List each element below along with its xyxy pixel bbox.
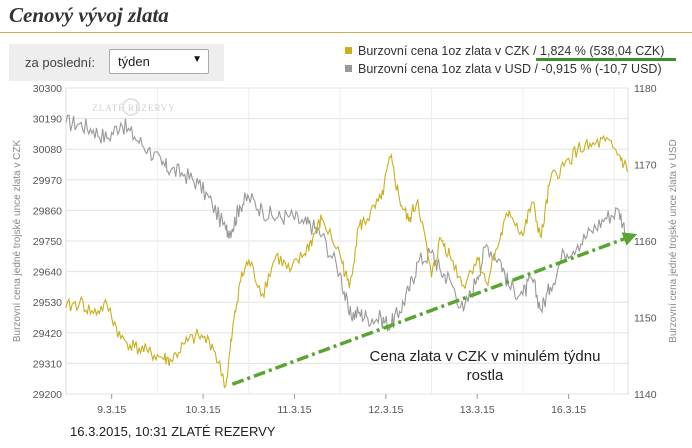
y-tick-left-7: 29530 [33,297,62,309]
legend-label-czk: Burzovní cena 1oz zlata v CZK [358,44,530,58]
period-select[interactable]: týden ▼ [109,49,209,74]
annotation-text-line2: rostla [467,367,504,384]
title-divider [0,32,692,33]
y-tick-left-6: 29640 [33,267,62,279]
watermark: ZLATÉ REZERVY [92,98,176,116]
legend-swatch-czk [345,47,352,54]
y-tick-left-1: 30190 [33,114,62,126]
x-tick-label-4: 13.3.15 [460,404,495,416]
y-axis-title-left: Burzovní cena jedné trojské unce zlata v… [12,140,23,343]
y-tick-left-2: 30080 [33,144,62,156]
annotation-arrow-line [231,237,625,386]
y-tick-left-9: 29310 [33,358,62,370]
y-tick-left-10: 29200 [33,389,62,401]
legend-item-czk[interactable]: Burzovní cena 1oz zlata v CZK / 1,824 % … [345,42,664,60]
period-select-value: týden [118,54,150,69]
page-title: Cenový vývoj zlata [9,3,169,27]
y-tick-right-0: 1180 [634,83,657,95]
y-tick-left-8: 29420 [33,328,62,340]
legend-label-usd: Burzovní cena 1oz zlata v USD [358,62,531,76]
y-tick-right-1: 1170 [634,160,657,172]
annotation-arrowhead [621,232,638,246]
y-tick-right-2: 1160 [634,236,657,248]
y-tick-left-4: 29860 [33,205,62,217]
x-tick-label-3: 12.3.15 [368,404,403,416]
series-line-czk [65,134,629,389]
annotation-text-line1: Cena zlata v CZK v minulém týdnu [370,348,601,365]
y-axis-title-right: Burzovní cena jedné trojské unce zlata v… [668,139,679,342]
y-tick-left-0: 30300 [33,83,62,95]
legend-change-usd: / -0,915 % (-10,7 USD) [534,62,662,76]
dropdown-arrow-icon: ▼ [192,54,202,65]
legend-item-usd[interactable]: Burzovní cena 1oz zlata v USD / -0,915 %… [345,60,664,78]
y-tick-left-5: 29750 [33,236,62,248]
x-tick-label-2: 11.3.15 [277,404,311,416]
legend-swatch-usd [345,65,352,72]
y-tick-left-3: 29970 [33,175,62,187]
x-tick-label-5: 16.3.15 [551,404,586,416]
legend-highlight-underline [536,58,676,61]
watermark-logo [122,98,140,116]
period-label: za poslední: [25,55,96,70]
y-tick-right-4: 1140 [634,389,657,401]
legend-change-czk: / 1,824 % (538,04 CZK) [533,44,665,58]
y-tick-right-3: 1150 [634,313,657,325]
chart-legend: Burzovní cena 1oz zlata v CZK / 1,824 % … [345,42,664,78]
series-line-usd [65,114,629,332]
watermark-text: ZLATÉ REZERVY [92,103,176,113]
x-tick-label-1: 10.3.15 [186,404,221,416]
chart-footer: 16.3.2015, 10:31 ZLATÉ REZERVY [70,424,276,439]
period-filter: za poslední: týden ▼ [9,44,224,81]
plot-area [65,87,629,395]
x-tick-label-0: 9.3.15 [97,404,126,416]
